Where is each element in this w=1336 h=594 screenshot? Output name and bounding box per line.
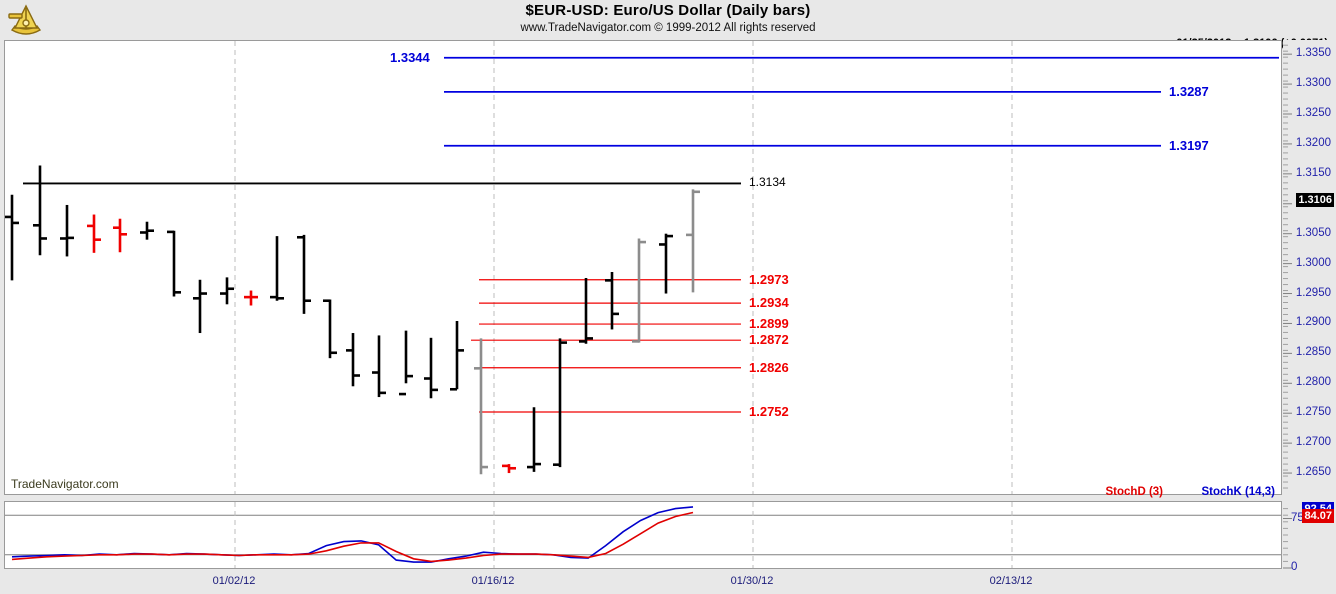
price-axis-tick-label: 1.3050 [1295, 226, 1331, 239]
sup-line-label-3: 1.2872 [749, 332, 789, 348]
price-axis-tick-label: 1.2900 [1295, 316, 1331, 329]
price-axis-tick-label: 1.3250 [1295, 107, 1331, 119]
price-axis-tick-label: 1.2650 [1295, 466, 1331, 479]
ohlc-bar [297, 234, 311, 314]
ohlc-bar [346, 333, 360, 387]
date-axis[interactable]: 01/02/12 01/16/12 01/30/12 02/13/12 [4, 570, 1335, 594]
date-axis-tick-label: 01/16/12 [471, 575, 515, 587]
ohlc-bar [140, 221, 154, 240]
ohlc-bar [193, 279, 207, 334]
ohlc-bar [527, 407, 541, 472]
ohlc-bar [474, 338, 488, 475]
res-line-label-3: 1.3134 [749, 175, 786, 190]
watermark-label: TradeNavigator.com [11, 477, 119, 491]
price-axis-tick-label: 1.3150 [1295, 166, 1331, 179]
price-axis-tick-label: 1.3350 [1295, 47, 1331, 60]
ohlc-bar [605, 271, 619, 330]
price-series-canvas [5, 41, 1279, 494]
price-axis-tick-label: 1.2750 [1295, 406, 1331, 419]
sup-line-label-4: 1.2826 [749, 359, 789, 375]
price-axis-tick-label: 1.3000 [1295, 256, 1331, 269]
stochastic-axis[interactable]: 750 92.54 84.07 [1283, 501, 1335, 573]
ohlc-bar [87, 214, 101, 253]
sextant-logo-icon [8, 4, 42, 35]
current-price-badge: 1.3106 [1296, 193, 1334, 208]
price-chart-pane[interactable]: 1.3344 1.3287 1.3197 1.3134 1.2973 1.2934 1.28… [4, 40, 1282, 495]
ohlc-bar [60, 204, 74, 257]
ohlc-bar [686, 189, 700, 293]
res-line-label-0: 1.3344 [390, 49, 430, 65]
stochastic-pane[interactable]: StochD (3) StochK (14,3) [4, 486, 1282, 569]
stoch-axis-tick-label: 0 [1291, 561, 1298, 573]
page-subtitle: www.TradeNavigator.com © 1999-2012 All r… [520, 22, 816, 34]
ohlc-bar [659, 233, 673, 294]
ohlc-bar [167, 230, 181, 297]
price-axis-ticks [1283, 44, 1292, 489]
ohlc-bar [632, 238, 646, 343]
res-line-label-2: 1.3197 [1169, 137, 1209, 153]
chart-header: $EUR-USD: Euro/US Dollar (Daily bars) ww… [0, 0, 1336, 40]
sup-line-label-5: 1.2752 [749, 404, 789, 420]
sup-line-label-1: 1.2934 [749, 295, 789, 311]
ohlc-bar [113, 218, 127, 253]
date-axis-tick-label: 01/30/12 [730, 575, 774, 587]
ohlc-bar [244, 290, 258, 306]
stoch-d-legend[interactable]: StochD (3) [1105, 486, 1164, 498]
price-axis[interactable]: 1.33501.33001.32501.32001.31501.31001.30… [1283, 40, 1335, 495]
ohlc-bar [323, 299, 337, 359]
price-plot-area[interactable]: 1.3344 1.3287 1.3197 1.3134 1.2973 1.2934 1.28… [5, 41, 1281, 494]
ohlc-bar [579, 277, 593, 344]
price-axis-tick-label: 1.2850 [1295, 346, 1331, 359]
ohlc-bar [450, 321, 464, 391]
ohlc-bar [424, 337, 438, 399]
ohlc-bar [372, 335, 386, 398]
res-line-label-1: 1.3287 [1169, 83, 1209, 99]
date-axis-tick-label: 02/13/12 [989, 575, 1033, 587]
page-title: $EUR-USD: Euro/US Dollar (Daily bars) [525, 2, 811, 19]
price-axis-tick-label: 1.2950 [1295, 286, 1331, 299]
price-axis-tick-label: 1.3300 [1295, 77, 1331, 90]
sup-line-label-0: 1.2973 [749, 271, 789, 287]
price-axis-tick-label: 1.3200 [1295, 136, 1331, 149]
price-axis-tick-label: 1.2800 [1295, 376, 1331, 389]
date-axis-tick-label: 01/02/12 [212, 575, 256, 587]
ohlc-bar [502, 464, 516, 474]
stochastic-plot-area[interactable] [5, 502, 1281, 568]
stoch-d-value-badge: 84.07 [1302, 509, 1334, 523]
price-axis-tick-label: 1.2700 [1295, 436, 1331, 449]
ohlc-bar [399, 330, 413, 396]
stochastic-axis-ticks [1283, 508, 1292, 569]
ohlc-bar [33, 165, 47, 256]
stoch-axis-tick-label: 75 [1291, 511, 1304, 524]
stochastic-series-canvas [5, 502, 1281, 568]
ohlc-bar [270, 236, 284, 301]
ohlc-bar [5, 194, 19, 281]
ohlc-bar [220, 277, 234, 305]
stoch-series-line [11, 511, 694, 563]
stoch-k-legend[interactable]: StochK (14,3) [1201, 486, 1276, 498]
sup-line-label-2: 1.2899 [749, 316, 789, 332]
ohlc-bar [553, 338, 567, 468]
